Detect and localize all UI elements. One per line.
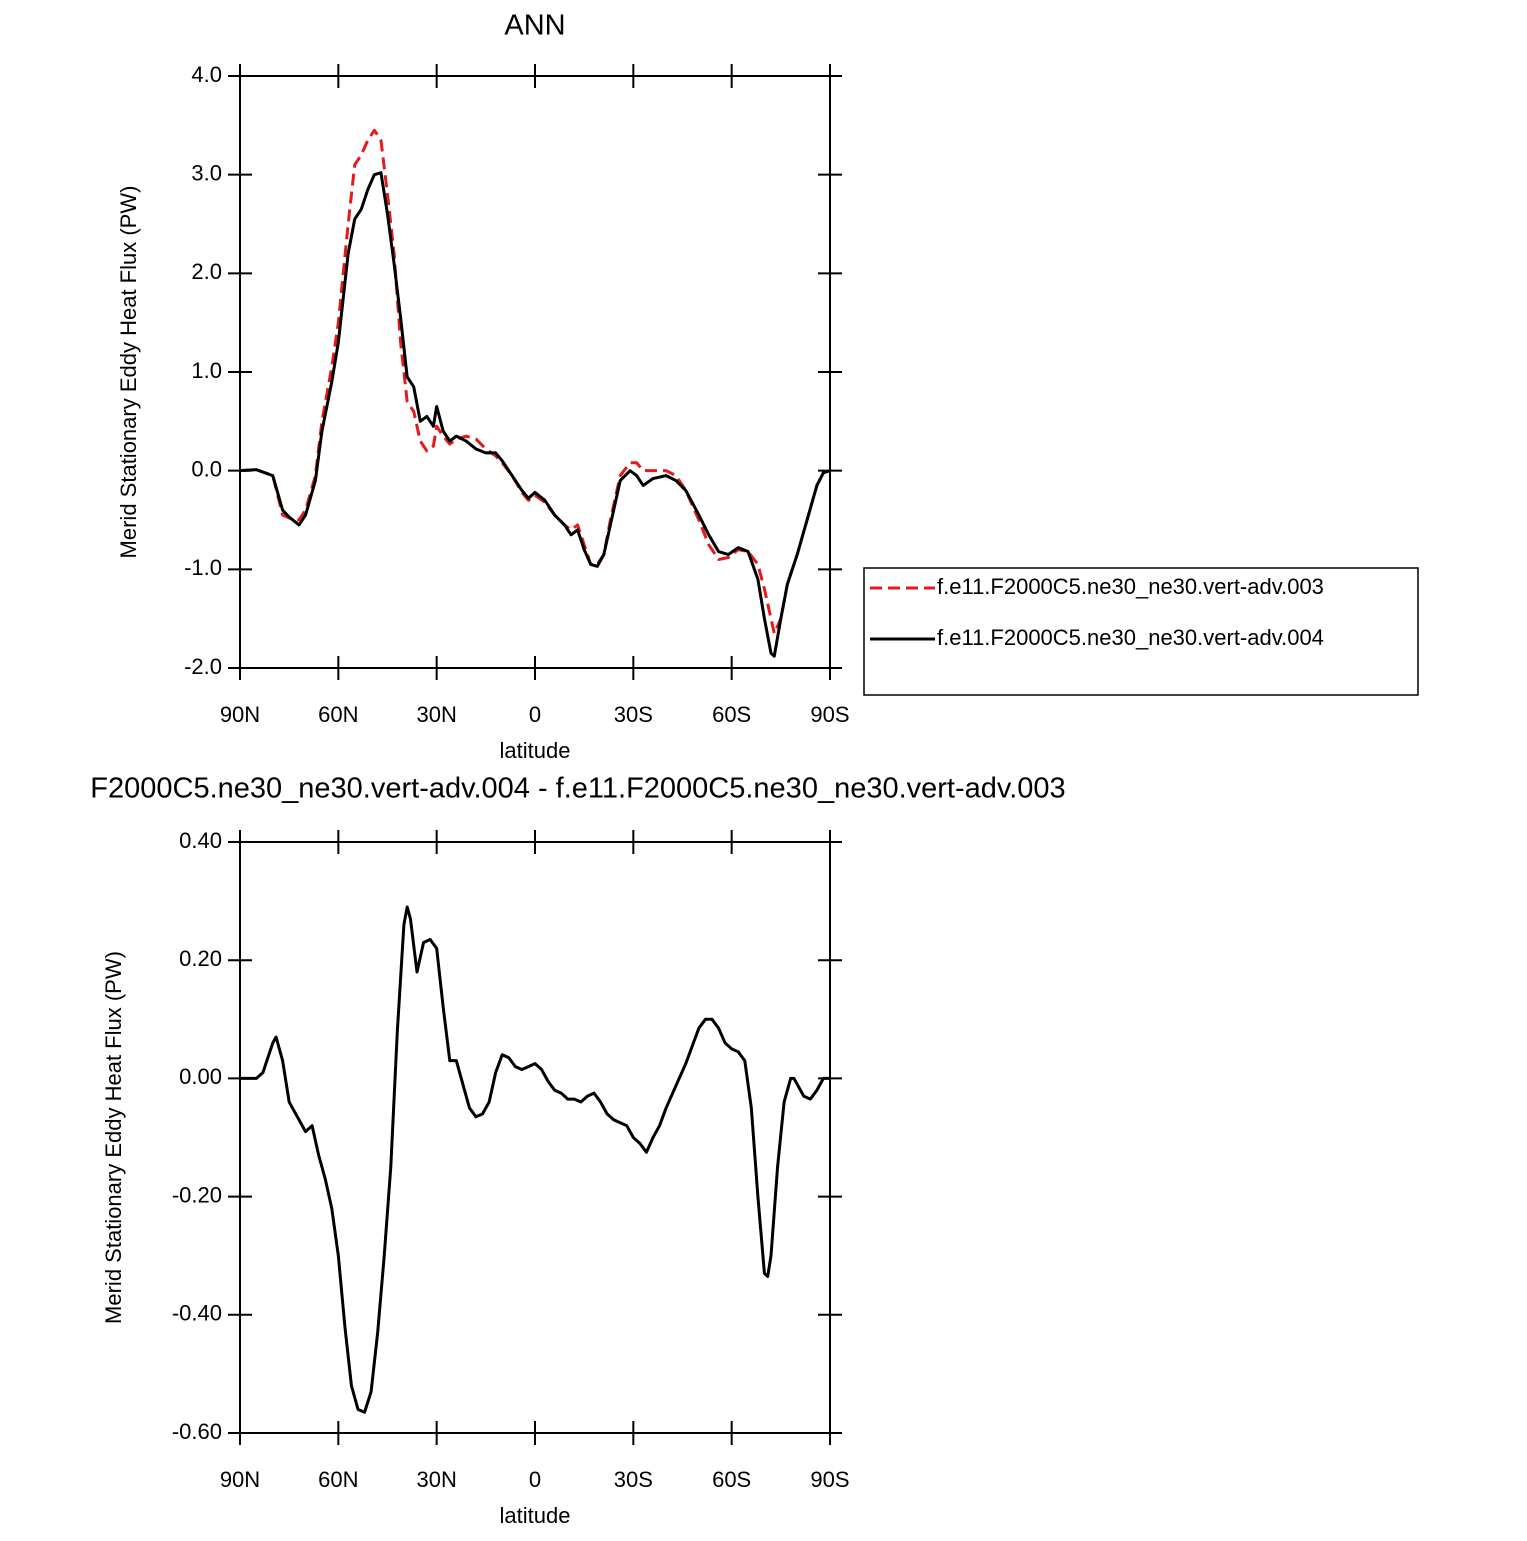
y-axis-label: Merid Stationary Eddy Heat Flux (PW) (116, 186, 141, 559)
x-tick-label: 60N (318, 1467, 358, 1492)
x-axis-label: latitude (500, 738, 571, 763)
x-tick-label: 0 (529, 1467, 541, 1492)
legend-box (863, 567, 1419, 696)
x-tick-label: 30S (614, 702, 653, 727)
y-tick-label: 0.20 (179, 946, 222, 971)
y-tick-label: 0.00 (179, 1064, 222, 1089)
data-line (239, 128, 831, 635)
x-tick-label: 30N (416, 702, 456, 727)
data-line (240, 905, 830, 1414)
y-tick-label: -1.0 (184, 555, 222, 580)
y-tick-label: 1.0 (191, 358, 222, 383)
x-tick-label: 60N (318, 702, 358, 727)
x-tick-label: 60S (712, 702, 751, 727)
y-tick-label: 3.0 (191, 160, 222, 185)
y-axis-label: Merid Stationary Eddy Heat Flux (PW) (101, 951, 126, 1324)
chart-title: ANN (504, 10, 565, 42)
y-tick-label: -0.20 (172, 1182, 222, 1207)
y-tick-label: -0.40 (172, 1301, 222, 1326)
x-tick-label: 90S (810, 1467, 849, 1492)
y-tick-label: 0.0 (191, 456, 222, 481)
x-tick-label: 90N (220, 702, 260, 727)
y-tick-label: 2.0 (191, 259, 222, 284)
legend-label: f.e11.F2000C5.ne30_ne30.vert-adv.004 (937, 625, 1324, 650)
x-tick-label: 0 (529, 702, 541, 727)
x-tick-label: 30S (614, 1467, 653, 1492)
data-line (239, 171, 831, 658)
x-tick-label: 90S (810, 702, 849, 727)
x-tick-label: 90N (220, 1467, 260, 1492)
x-tick-label: 30N (416, 1467, 456, 1492)
legend-label: f.e11.F2000C5.ne30_ne30.vert-adv.003 (937, 574, 1324, 599)
plot-frame (239, 841, 831, 1434)
y-tick-label: -0.60 (172, 1419, 222, 1444)
chart-title: F2000C5.ne30_ne30.vert-adv.004 - f.e11.F… (90, 773, 1065, 805)
x-axis-label: latitude (500, 1503, 571, 1528)
plot-frame (239, 75, 831, 669)
y-tick-label: -2.0 (184, 654, 222, 679)
y-tick-label: 4.0 (191, 62, 222, 87)
y-tick-label: 0.40 (179, 828, 222, 853)
x-tick-label: 60S (712, 1467, 751, 1492)
